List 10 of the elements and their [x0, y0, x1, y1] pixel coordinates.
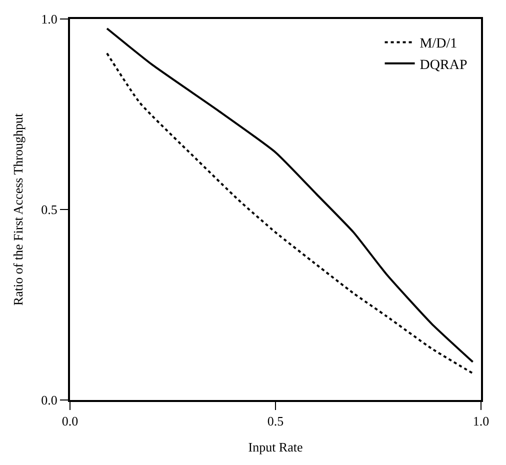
x-tick-label: 0.0: [62, 414, 78, 429]
legend-label: M/D/1: [420, 36, 458, 52]
y-tick-label: 0.5: [41, 202, 58, 218]
y-axis-title: Ratio of the First Access Throughput: [10, 113, 26, 306]
y-tick-label: 1.0: [41, 12, 58, 27]
x-tick-label: 1.0: [472, 414, 490, 429]
y-tick-label: 0.0: [41, 392, 58, 408]
legend-label: DQRAP: [420, 58, 468, 73]
x-tick-label: 0.5: [267, 414, 284, 429]
x-axis-title: Input Rate: [248, 440, 303, 455]
